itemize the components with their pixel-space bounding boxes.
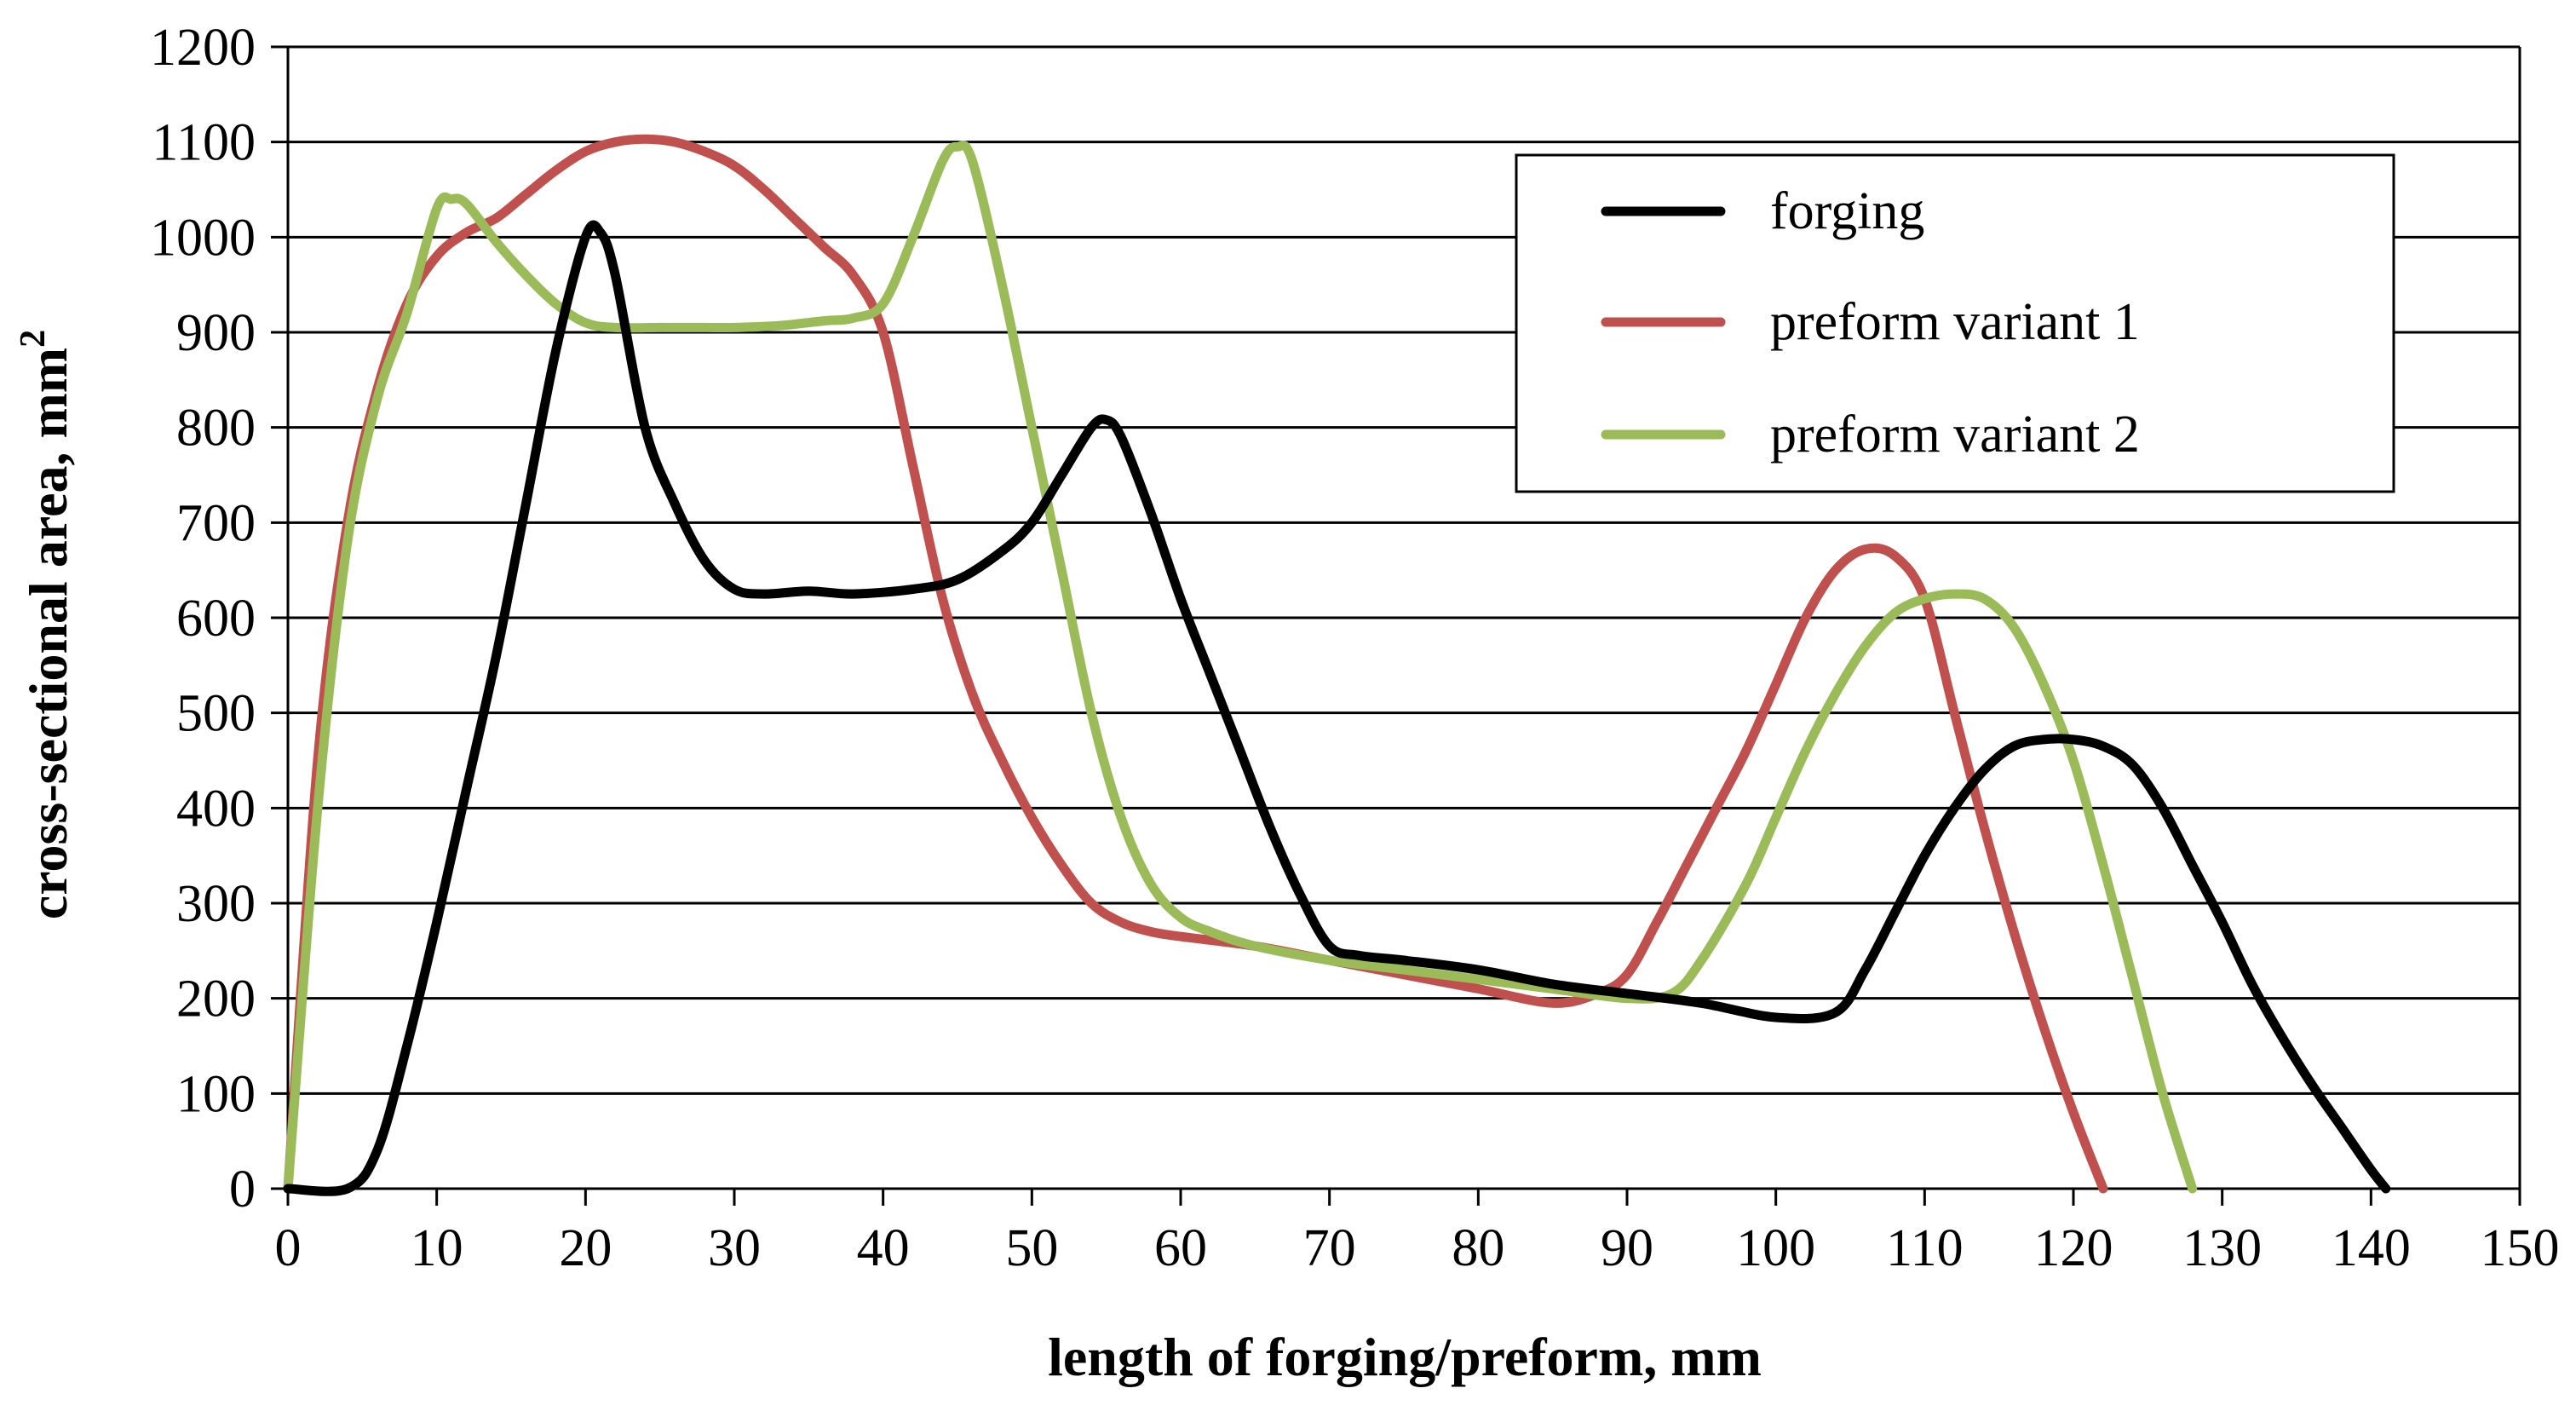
- series-line-preform-variant-1: [283, 134, 2108, 1194]
- x-tick-label-20: 20: [559, 1219, 612, 1277]
- y-axis-title-superscript: 2: [14, 330, 53, 348]
- series-lines: [283, 134, 2391, 1196]
- x-tick-label-100: 100: [1736, 1219, 1815, 1277]
- y-tick-label-500: 500: [176, 685, 256, 743]
- y-tick-label-700: 700: [176, 494, 256, 552]
- x-tick-label-150: 150: [2481, 1219, 2560, 1277]
- y-axis-title: cross-sectional area, mm2: [14, 330, 78, 919]
- x-axis-title: length of forging/preform, mm: [1048, 1327, 1762, 1387]
- x-tick-label-140: 140: [2332, 1219, 2411, 1277]
- x-tick-label-80: 80: [1452, 1219, 1504, 1277]
- legend-label-preform-variant-2: preform variant 2: [1770, 406, 2140, 464]
- x-tick-label-0: 0: [275, 1219, 302, 1277]
- x-tick-label-30: 30: [708, 1219, 761, 1277]
- x-tick-label-10: 10: [411, 1219, 463, 1277]
- y-tick-label-100: 100: [176, 1065, 256, 1123]
- y-axis-title-text: cross-sectional area, mm: [18, 348, 78, 919]
- y-tick-label-600: 600: [176, 590, 256, 648]
- y-tick-label-800: 800: [176, 400, 256, 458]
- y-tick-label-200: 200: [176, 971, 256, 1028]
- x-tick-label-90: 90: [1601, 1219, 1653, 1277]
- x-tick-label-70: 70: [1303, 1219, 1356, 1277]
- y-tick-label-300: 300: [176, 875, 256, 933]
- x-tick-label-60: 60: [1154, 1219, 1207, 1277]
- series-line-preform-variant-2: [283, 140, 2198, 1194]
- y-tick-label-1000: 1000: [150, 209, 256, 267]
- legend: forging preform variant 1 preform variant …: [1515, 153, 2395, 493]
- y-tick-label-0: 0: [229, 1161, 256, 1218]
- y-tick-label-900: 900: [176, 304, 256, 362]
- legend-label-preform-variant-1: preform variant 1: [1770, 293, 2140, 351]
- axes: [271, 45, 2521, 1206]
- legend-label-forging: forging: [1770, 182, 1924, 240]
- x-tick-label-40: 40: [857, 1219, 910, 1277]
- y-tick-label-1100: 1100: [152, 114, 256, 172]
- x-tick-label-130: 130: [2182, 1219, 2262, 1277]
- x-tick-label-110: 110: [1886, 1219, 1964, 1277]
- x-tick-label-120: 120: [2034, 1219, 2113, 1277]
- series-line-forging: [283, 220, 2391, 1196]
- y-tick-label-1200: 1200: [150, 19, 256, 77]
- x-tick-label-50: 50: [1005, 1219, 1058, 1277]
- y-tick-label-400: 400: [176, 780, 256, 838]
- tick-labels: 0100200300400500600700800900100011001200…: [150, 19, 2560, 1277]
